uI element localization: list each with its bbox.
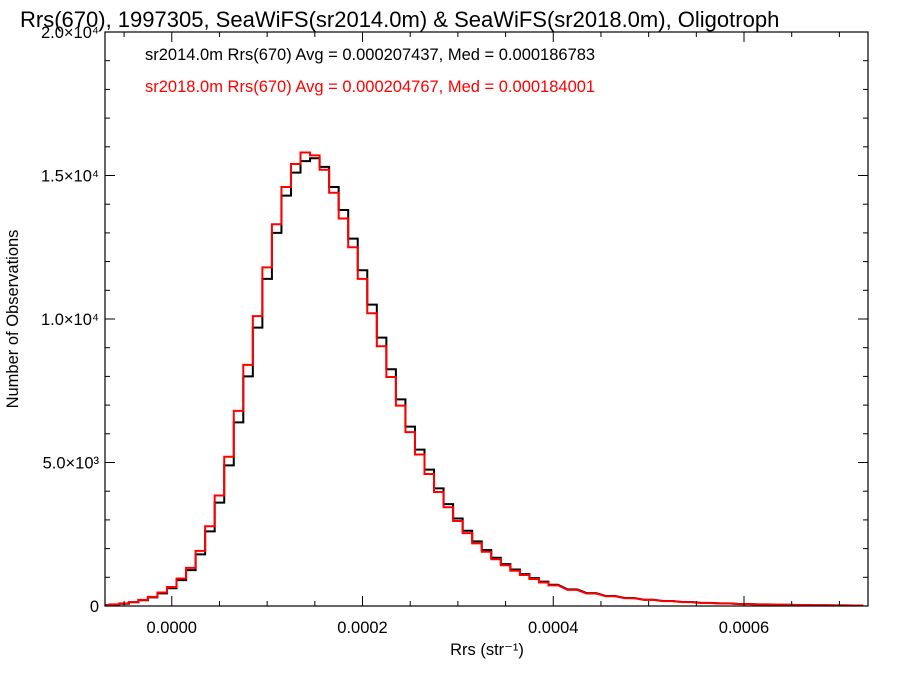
y-tick-label: 5.0×10³ <box>43 455 100 473</box>
y-tick-label: 1.5×10⁴ <box>41 168 99 186</box>
y-tick-label: 2.0×10⁴ <box>41 24 99 42</box>
y-tick-label: 0 <box>90 598 99 616</box>
x-axis-label: Rrs (str⁻¹) <box>450 641 524 659</box>
x-tick-label: 0.0002 <box>337 619 387 637</box>
y-axis: 0 5.0×10³ 1.0×10⁴ 1.5×10⁴ 2.0×10⁴ <box>41 24 868 616</box>
legend: sr2014.0m Rrs(670) Avg = 0.000207437, Me… <box>145 46 595 96</box>
series-line-sr2018-0m <box>105 151 864 607</box>
plot-frame <box>104 31 869 607</box>
x-axis: 0.0000 0.0002 0.0004 0.0006 <box>123 32 840 637</box>
series-line-sr2014-0m <box>105 157 864 607</box>
x-tick-label: 0.0000 <box>147 619 197 637</box>
y-axis-label: Number of Observations <box>4 230 22 409</box>
y-tick-label: 1.0×10⁴ <box>41 311 99 329</box>
x-tick-label: 0.0004 <box>528 619 578 637</box>
series-layer <box>105 151 864 607</box>
chart-title: Rrs(670), 1997305, SeaWiFS(sr2014.0m) & … <box>20 7 779 32</box>
x-tick-label: 0.0006 <box>719 619 769 637</box>
legend-entry-sr2018: sr2018.0m Rrs(670) Avg = 0.000204767, Me… <box>145 78 595 96</box>
legend-entry-sr2014: sr2014.0m Rrs(670) Avg = 0.000207437, Me… <box>145 46 595 64</box>
